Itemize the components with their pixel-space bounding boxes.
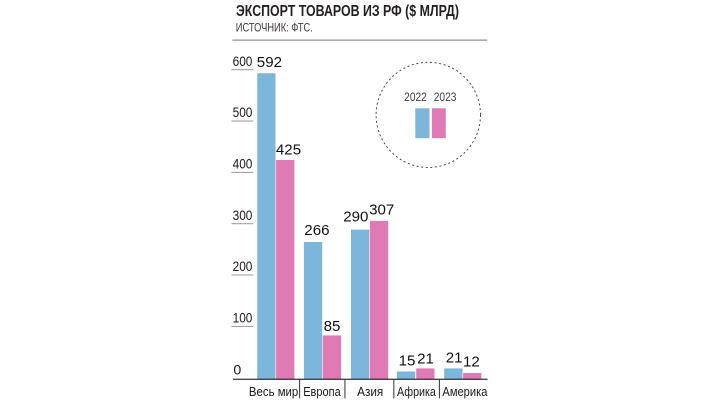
svg-text:2022: 2022 [404, 90, 427, 104]
svg-text:2023: 2023 [434, 90, 457, 104]
svg-text:Весь мир: Весь мир [249, 384, 298, 399]
svg-text:85: 85 [324, 318, 341, 335]
svg-text:21: 21 [417, 350, 434, 367]
svg-text:592: 592 [257, 54, 282, 71]
svg-text:ИСТОЧНИК: ФТС.: ИСТОЧНИК: ФТС. [236, 20, 313, 34]
svg-text:100: 100 [233, 311, 253, 327]
svg-text:Америка: Америка [442, 384, 488, 399]
svg-text:Африка: Африка [397, 384, 437, 399]
svg-text:300: 300 [233, 208, 253, 224]
svg-text:307: 307 [369, 201, 394, 218]
svg-text:12: 12 [463, 354, 480, 371]
svg-text:200: 200 [233, 259, 253, 275]
svg-text:Азия: Азия [357, 384, 383, 399]
svg-text:400: 400 [233, 157, 253, 173]
svg-text:0: 0 [233, 362, 241, 378]
svg-text:500: 500 [233, 105, 253, 121]
svg-text:266: 266 [304, 222, 329, 239]
svg-text:15: 15 [399, 353, 416, 370]
svg-text:425: 425 [276, 142, 301, 159]
svg-text:290: 290 [343, 209, 368, 226]
svg-text:21: 21 [446, 350, 463, 367]
svg-text:600: 600 [233, 54, 253, 70]
svg-text:ЭКСПОРТ ТОВАРОВ ИЗ РФ ($ МЛРД): ЭКСПОРТ ТОВАРОВ ИЗ РФ ($ МЛРД) [236, 3, 459, 20]
svg-text:Европа: Европа [303, 384, 341, 399]
